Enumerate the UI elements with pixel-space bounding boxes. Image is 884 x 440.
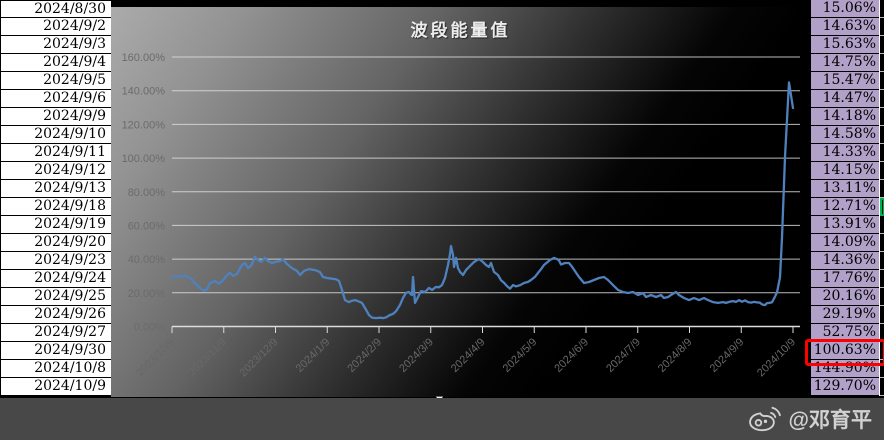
edge-cell[interactable] <box>880 360 884 378</box>
edge-cell[interactable] <box>880 270 884 288</box>
x-tick-label: 2023/11/9 <box>186 336 229 379</box>
date-cell[interactable]: 2024/9/2 <box>1 18 111 36</box>
line-chart: 160.00% 140.00% 120.00% 100.00% 80.00% 60.00%… <box>122 52 800 379</box>
value-cell[interactable]: 14.09% <box>811 234 880 252</box>
watermark-text: @邓育平 <box>788 409 872 432</box>
date-cell[interactable]: 2024/9/25 <box>1 288 111 306</box>
x-tick-label: 2024/1/9 <box>294 336 333 375</box>
x-tick-label: 2024/8/9 <box>656 336 695 375</box>
x-tick-label: 2024/6/9 <box>552 336 591 375</box>
date-cell[interactable]: 2024/9/10 <box>1 126 111 144</box>
date-cell[interactable]: 2024/10/8 <box>1 360 111 378</box>
edge-cell[interactable] <box>880 72 884 90</box>
edge-cell[interactable] <box>880 342 884 360</box>
value-cell[interactable]: 144.90% <box>811 360 880 378</box>
value-cell[interactable]: 14.33% <box>811 144 880 162</box>
edge-cell[interactable] <box>880 234 884 252</box>
value-cell[interactable]: 14.63% <box>811 18 880 36</box>
edge-cell[interactable] <box>880 36 884 54</box>
date-cell[interactable]: 2024/9/12 <box>1 162 111 180</box>
x-tick-label: 2024/4/9 <box>449 336 488 375</box>
edge-cell[interactable] <box>880 324 884 342</box>
edge-cell[interactable] <box>880 18 884 36</box>
x-tick-label: 2024/7/9 <box>604 336 643 375</box>
value-cell[interactable]: 100.63% <box>811 342 880 360</box>
value-cell[interactable]: 14.75% <box>811 54 880 72</box>
edge-cell[interactable] <box>880 162 884 180</box>
x-tick-label: 2024/9/9 <box>708 336 747 375</box>
edge-cell[interactable] <box>880 144 884 162</box>
edge-cell[interactable] <box>880 180 884 198</box>
date-cell[interactable]: 2024/9/20 <box>1 234 111 252</box>
date-cell[interactable]: 2024/9/4 <box>1 54 111 72</box>
value-cell[interactable]: 14.47% <box>811 90 880 108</box>
x-tick-label: 2024/2/9 <box>345 336 384 375</box>
edge-cell[interactable] <box>880 252 884 270</box>
value-cell[interactable]: 129.70% <box>811 378 880 396</box>
value-cell[interactable]: 15.63% <box>811 36 880 54</box>
edge-cell[interactable] <box>880 288 884 306</box>
date-cell[interactable]: 2024/9/3 <box>1 36 111 54</box>
edge-cell[interactable] <box>880 216 884 234</box>
value-cell[interactable]: 13.91% <box>811 216 880 234</box>
date-cell[interactable]: 2024/8/30 <box>1 0 111 18</box>
date-cell[interactable]: 2024/9/11 <box>1 144 111 162</box>
value-cell[interactable]: 12.71% <box>811 198 880 216</box>
y-tick-label: 0.00% <box>134 322 165 334</box>
bottom-bar: @邓育平 <box>0 398 884 440</box>
edge-cell[interactable] <box>880 108 884 126</box>
edge-cell[interactable] <box>880 126 884 144</box>
x-tick-label: 2023/10/9 <box>134 336 177 379</box>
date-cell[interactable]: 2024/9/13 <box>1 180 111 198</box>
value-cell[interactable]: 14.15% <box>811 162 880 180</box>
date-cell[interactable]: 2024/9/26 <box>1 306 111 324</box>
chart-area[interactable]: 160.00% 140.00% 120.00% 100.00% 80.00% 60.00%… <box>111 7 810 397</box>
date-cell[interactable]: 2024/10/9 <box>1 378 111 396</box>
x-tick-label: 2024/3/9 <box>397 336 436 375</box>
y-tick-label: 60.00% <box>128 220 166 232</box>
value-cell[interactable]: 15.06% <box>811 0 880 18</box>
y-tick-label: 160.00% <box>122 52 166 64</box>
x-tick-label: 2024/10/9 <box>755 336 798 379</box>
date-cell[interactable]: 2024/9/19 <box>1 216 111 234</box>
edge-cell[interactable] <box>880 54 884 72</box>
date-cell[interactable]: 2024/9/6 <box>1 90 111 108</box>
date-cell[interactable]: 2024/9/9 <box>1 108 111 126</box>
value-cell[interactable]: 13.11% <box>811 180 880 198</box>
x-tick-label: 2023/12/9 <box>238 336 281 379</box>
value-cell[interactable]: 17.76% <box>811 270 880 288</box>
value-cell[interactable]: 52.75% <box>811 324 880 342</box>
value-cell[interactable]: 14.58% <box>811 126 880 144</box>
value-cell[interactable]: 14.18% <box>811 108 880 126</box>
date-column: 2024/8/30 2024/9/2 2024/9/3 2024/9/4 2024/9/… <box>0 0 112 396</box>
energy-line-series <box>170 81 795 320</box>
date-cell[interactable]: 2024/9/27 <box>1 324 111 342</box>
watermark: @邓育平 <box>748 404 872 434</box>
date-cell[interactable]: 2024/9/30 <box>1 342 111 360</box>
value-cell[interactable]: 20.16% <box>811 288 880 306</box>
green-border-cell[interactable] <box>880 198 884 216</box>
y-tick-label: 20.00% <box>128 288 166 300</box>
grid-edge-column <box>879 0 884 396</box>
value-cell[interactable]: 29.19% <box>811 306 880 324</box>
value-cell[interactable]: 15.47% <box>811 72 880 90</box>
edge-cell[interactable] <box>880 306 884 324</box>
weibo-icon <box>748 406 781 432</box>
value-column: 15.06% 14.63% 15.63% 14.75% 15.47% 14.47% 14.1… <box>810 0 880 396</box>
value-cell[interactable]: 14.36% <box>811 252 880 270</box>
y-tick-label: 80.00% <box>128 187 166 199</box>
edge-cell[interactable] <box>880 378 884 396</box>
y-tick-label: 140.00% <box>122 86 166 98</box>
date-cell[interactable]: 2024/9/24 <box>1 270 111 288</box>
x-tick-label: 2024/5/9 <box>501 336 540 375</box>
date-cell[interactable]: 2024/9/18 <box>1 198 111 216</box>
y-tick-label: 120.00% <box>122 119 166 131</box>
edge-cell[interactable] <box>880 90 884 108</box>
y-tick-label: 100.00% <box>122 153 166 165</box>
date-cell[interactable]: 2024/9/5 <box>1 72 111 90</box>
y-tick-label: 40.00% <box>128 254 166 266</box>
edge-cell[interactable] <box>880 0 884 18</box>
date-cell[interactable]: 2024/9/23 <box>1 252 111 270</box>
